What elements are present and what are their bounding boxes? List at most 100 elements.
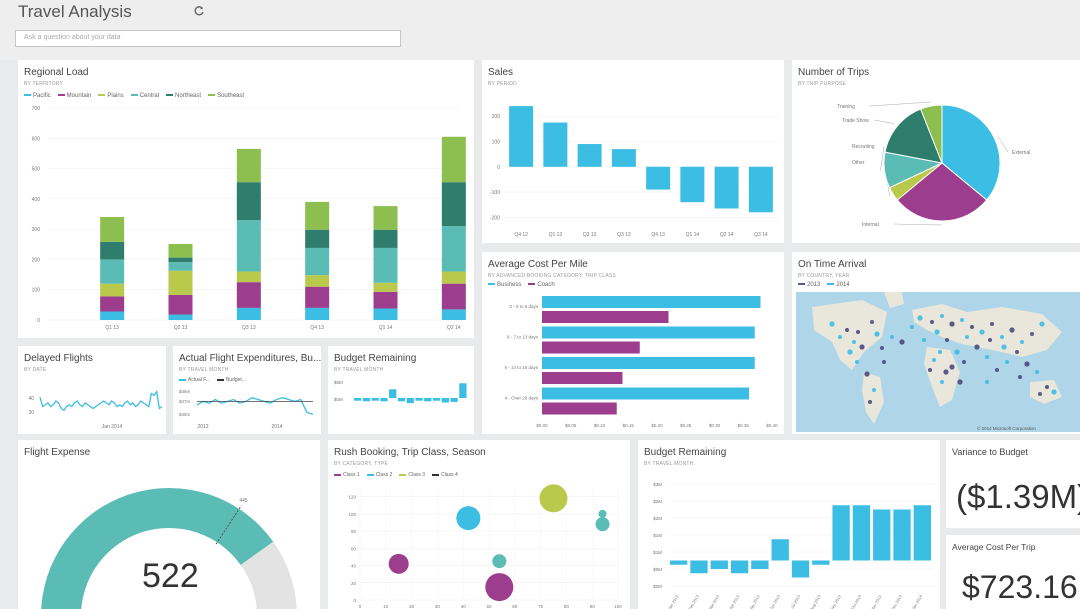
chart-regional-load: 0 100 200 300 400 500 600 700 Q1 13 Q2 13 Q3 13 Q4 … xyxy=(32,106,466,331)
map-marker xyxy=(1009,327,1015,333)
tile-number-of-trips[interactable]: Number of Trips BY TRIP PURPOSE External… xyxy=(792,60,1080,243)
y-tick-label: $2M xyxy=(653,516,662,521)
world-map[interactable]: © 2014 Microsoft Corporation xyxy=(792,252,1080,434)
legend-item[interactable]: Coach xyxy=(528,282,555,288)
legend-label: Central xyxy=(139,93,160,99)
y-tick-label: 100 xyxy=(348,512,356,517)
legend-item[interactable]: Central xyxy=(130,93,160,99)
legend-item[interactable]: Business xyxy=(488,282,521,288)
tile-average-cost-per-mile[interactable]: Average Cost Per Mile BY ADVANCED BOOKIN… xyxy=(482,252,784,434)
bar-segment xyxy=(373,282,398,292)
chart-budget-remaining-small: $5M $0M xyxy=(334,380,467,404)
legend-label: 2014 xyxy=(836,282,850,288)
tile-average-cost-per-trip[interactable]: Average Cost Per Trip $723.16 xyxy=(946,535,1080,609)
tile-rush-booking[interactable]: Rush Booking, Trip Class, Season BY CATE… xyxy=(328,440,630,609)
tile-subtitle: BY TRAVEL MONTH xyxy=(334,367,384,373)
legend-item[interactable]: Class 2 xyxy=(366,472,392,478)
legend-label: Mountain xyxy=(66,93,92,99)
tile-delayed-flights[interactable]: Delayed Flights BY DATE 40 30 Jan 2014 xyxy=(18,346,166,434)
x-tick-label: May 2013 xyxy=(748,593,762,609)
tile-sales[interactable]: Sales BY PERIOD 200 100 0 -100 -200 Q4 12 Q1 1… xyxy=(482,60,784,243)
tile-regional-load[interactable]: Regional Load BY TERRITORY Pacific Mounta… xyxy=(18,60,474,338)
leader-line xyxy=(868,101,931,107)
legend-item[interactable]: 2013 xyxy=(798,282,820,288)
y-tick-label: $47m xyxy=(179,399,191,404)
legend-item[interactable]: Class 4 xyxy=(432,472,458,478)
x-tick-label: Q4 12 xyxy=(514,232,528,238)
qa-input[interactable]: Ask a question about your data xyxy=(15,30,401,47)
tile-actual-flight-expenditures[interactable]: Actual Flight Expenditures, Bu... BY TRA… xyxy=(173,346,321,434)
tile-on-time-arrival[interactable]: On Time Arrival BY COUNTRY, YEAR 2013 201… xyxy=(792,252,1080,434)
legend-item[interactable]: 2014 xyxy=(827,282,850,288)
x-tick-label: Q4 13 xyxy=(651,232,665,238)
y-tick-label: 0 xyxy=(353,598,356,603)
x-tick-label: Jul 2013 xyxy=(789,593,801,609)
bar xyxy=(509,106,534,167)
bar-segment xyxy=(168,270,193,295)
tile-variance-to-budget[interactable]: Variance to Budget ($1.39M) xyxy=(946,440,1080,528)
legend-swatch xyxy=(57,94,65,97)
bar-segment xyxy=(236,148,261,183)
legend-item[interactable]: Budget... xyxy=(216,377,246,383)
bar-segment xyxy=(441,182,466,227)
map-marker xyxy=(930,320,934,324)
x-tick-label: Q3 14 xyxy=(754,232,768,238)
legend-item[interactable]: Pacific xyxy=(24,93,51,99)
pie-slice xyxy=(896,162,988,222)
tile-budget-remaining-large[interactable]: Budget Remaining BY TRAVEL MONTH $3M $2M $… xyxy=(638,440,940,609)
legend-label: Northeast xyxy=(175,93,202,99)
bar xyxy=(406,398,414,404)
tile-flight-expense[interactable]: Flight Expense 445 522 xyxy=(18,440,320,609)
y-tick-label: -100 xyxy=(490,190,500,196)
bar-segment xyxy=(305,201,330,230)
y-tick-label: 0 xyxy=(37,318,40,324)
legend-item[interactable]: Class 3 xyxy=(399,472,425,478)
refresh-icon[interactable] xyxy=(192,4,206,18)
bar xyxy=(542,326,755,339)
bar-segment xyxy=(100,283,125,297)
leader-line xyxy=(880,145,885,171)
legend-item[interactable]: Actual F... xyxy=(179,377,210,383)
y-tick-label: $3M xyxy=(653,482,662,487)
tile-title: Average Cost Per Trip xyxy=(952,542,1036,552)
legend-item[interactable]: Northeast xyxy=(166,93,201,99)
x-tick-label: $0.25 xyxy=(680,423,692,428)
bar-segment xyxy=(373,247,398,283)
bar xyxy=(873,509,891,561)
pie-slice xyxy=(920,104,943,164)
bar xyxy=(542,387,749,400)
x-tick-label: Jun 2013 xyxy=(768,593,781,609)
bar-segment xyxy=(168,262,193,271)
legend-swatch xyxy=(208,94,216,97)
bar xyxy=(542,357,755,369)
line-series xyxy=(39,389,163,412)
x-tick-label: Q1 14 xyxy=(379,325,393,331)
bar xyxy=(432,398,441,401)
legend-item[interactable]: Class 1 xyxy=(334,472,360,478)
legend-item[interactable]: Mountain xyxy=(57,93,92,99)
map-marker xyxy=(957,379,963,385)
tile-budget-remaining-small[interactable]: Budget Remaining BY TRAVEL MONTH $5M $0M xyxy=(328,346,474,434)
map-marker xyxy=(872,388,876,392)
map-marker xyxy=(932,358,936,362)
bar-segment xyxy=(168,257,193,263)
bar-segment xyxy=(441,283,466,310)
legend-item[interactable]: Southeast xyxy=(208,93,244,99)
tile-subtitle: BY TRAVEL MONTH xyxy=(644,461,694,467)
bar xyxy=(611,149,636,167)
tile-title: Variance to Budget xyxy=(952,447,1028,457)
leader-line xyxy=(997,136,1009,153)
chart-actual-flight-expenditures: $46m $47m $45m 2013 2014 xyxy=(179,389,314,430)
chart-legend: 2013 2014 xyxy=(798,282,850,288)
map-marker xyxy=(1051,389,1057,395)
x-tick-label: Q2 13 xyxy=(174,325,188,331)
y-tick-label: $5M xyxy=(334,380,343,385)
bar xyxy=(424,398,432,402)
map-marker xyxy=(1018,375,1022,379)
legend-item[interactable]: Plains xyxy=(98,93,124,99)
legend-swatch xyxy=(98,94,106,97)
map-marker xyxy=(922,338,926,342)
map-marker xyxy=(880,346,884,350)
map-marker xyxy=(829,321,835,327)
y-tick-label: 120 xyxy=(348,495,356,500)
